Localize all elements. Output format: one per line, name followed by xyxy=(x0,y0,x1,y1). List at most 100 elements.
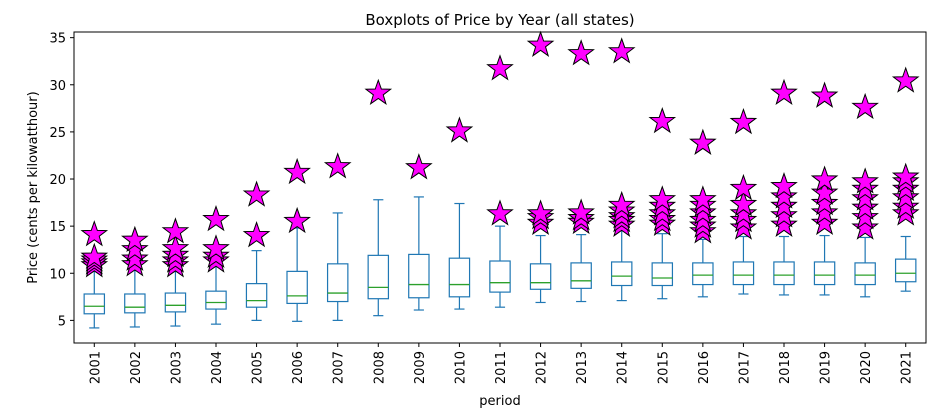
x-tick-label: 2003 xyxy=(169,351,184,384)
iqr-box xyxy=(610,261,633,287)
iqr-box xyxy=(529,263,552,290)
chart-title: Boxplots of Price by Year (all states) xyxy=(365,11,634,29)
flier-star xyxy=(729,213,758,240)
x-tick-label: 2001 xyxy=(88,351,103,384)
flier-star xyxy=(323,152,352,179)
box-2014 xyxy=(610,230,633,302)
x-tick-label: 2016 xyxy=(697,351,712,384)
box-2012 xyxy=(529,234,552,304)
box-2009 xyxy=(408,196,430,311)
flier-star xyxy=(770,191,798,219)
iqr-box xyxy=(570,262,592,289)
x-tick-label: 2005 xyxy=(251,351,266,384)
box-series xyxy=(83,196,917,329)
x-tick-label: 2006 xyxy=(291,351,306,384)
flier-star xyxy=(80,242,109,269)
box-2013 xyxy=(570,234,592,303)
flier-star xyxy=(810,81,839,108)
iqr-box xyxy=(408,253,430,299)
iqr-box xyxy=(205,290,227,310)
iqr-box xyxy=(326,263,349,303)
box-2015 xyxy=(651,233,674,300)
iqr-box xyxy=(367,254,390,300)
flier-star xyxy=(851,184,879,211)
flier-star xyxy=(607,37,636,64)
flier-star xyxy=(689,205,717,233)
x-axis-ticks: 2001 2002 2003 2004 2005 2006 2007 2008 2009 2010… xyxy=(88,343,915,384)
flier-star xyxy=(851,193,879,220)
iqr-box xyxy=(732,261,755,286)
box-2007 xyxy=(326,212,349,321)
flier-star xyxy=(607,190,636,218)
iqr-box xyxy=(83,293,106,315)
flier-star xyxy=(729,199,758,226)
x-tick-label: 2012 xyxy=(535,351,550,384)
flier-star xyxy=(810,188,839,216)
flier-star xyxy=(405,153,433,180)
flier-star xyxy=(121,235,149,262)
x-tick-label: 2011 xyxy=(494,351,509,384)
x-tick-label: 2008 xyxy=(372,351,387,384)
flier-star xyxy=(202,241,230,269)
flier-star xyxy=(729,189,758,217)
box-2005 xyxy=(245,250,268,321)
iqr-box xyxy=(692,262,714,286)
iqr-box xyxy=(813,261,836,286)
flier-star xyxy=(851,167,879,194)
flier-star xyxy=(648,185,677,212)
flier-star xyxy=(689,185,717,212)
flier-star xyxy=(891,174,920,202)
x-tick-label: 2007 xyxy=(332,351,347,384)
box-2017 xyxy=(732,235,755,295)
box-2018 xyxy=(773,235,795,296)
flier-star xyxy=(648,107,677,134)
flier-star xyxy=(445,116,474,143)
flier-star xyxy=(80,220,109,247)
y-axis-ticks: 5 10 15 20 25 30 35 xyxy=(49,32,74,329)
flier-star xyxy=(891,183,920,210)
iqr-box xyxy=(651,262,674,287)
box-2002 xyxy=(124,267,146,328)
y-tick-label: 25 xyxy=(49,126,66,141)
box-2001 xyxy=(83,268,106,329)
y-tick-label: 10 xyxy=(49,267,66,282)
x-tick-label: 2004 xyxy=(210,351,225,384)
flier-star xyxy=(648,199,677,226)
x-axis-label: period xyxy=(479,394,520,409)
iqr-box xyxy=(894,258,917,283)
x-tick-label: 2015 xyxy=(656,351,671,384)
x-tick-label: 2017 xyxy=(737,351,752,384)
flier-star xyxy=(121,244,149,271)
x-tick-label: 2020 xyxy=(859,351,874,384)
iqr-box xyxy=(286,270,308,305)
box-2008 xyxy=(367,199,390,317)
flier-star xyxy=(770,210,798,237)
flier-star xyxy=(891,192,920,220)
iqr-box xyxy=(124,293,146,314)
flier-star xyxy=(851,92,879,120)
flier-star xyxy=(891,66,920,93)
flier-star xyxy=(851,203,879,230)
box-2004 xyxy=(205,266,227,325)
y-axis-label: Price (cents per kilowatthour) xyxy=(26,91,41,283)
flier-star xyxy=(770,201,798,228)
y-tick-label: 5 xyxy=(58,314,66,329)
flier-star xyxy=(486,199,514,226)
flier-star xyxy=(567,39,595,66)
flier-star xyxy=(770,172,798,199)
plot-frame xyxy=(73,31,927,344)
flier-star xyxy=(283,157,311,185)
x-tick-label: 2009 xyxy=(413,351,428,384)
flier-star xyxy=(851,174,879,202)
flier-star xyxy=(202,205,230,232)
flier-star xyxy=(729,107,758,135)
box-2016 xyxy=(692,238,714,298)
flier-star xyxy=(202,234,230,261)
y-tick-label: 30 xyxy=(49,79,66,94)
flier-star xyxy=(526,30,555,57)
y-tick-label: 35 xyxy=(49,32,66,47)
flier-star xyxy=(161,217,190,244)
box-2011 xyxy=(489,225,511,308)
box-2019 xyxy=(813,234,836,296)
